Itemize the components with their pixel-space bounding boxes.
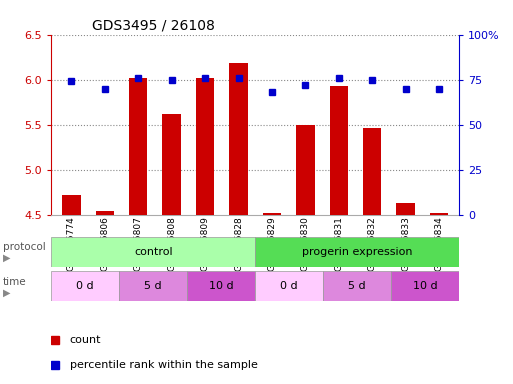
Text: 5 d: 5 d <box>348 281 366 291</box>
Text: control: control <box>134 247 172 257</box>
Text: 10 d: 10 d <box>413 281 438 291</box>
Text: time: time <box>3 277 26 287</box>
Bar <box>430 213 448 215</box>
Bar <box>51 271 119 301</box>
Text: 5 d: 5 d <box>145 281 162 291</box>
Bar <box>263 213 281 215</box>
Text: ▶: ▶ <box>3 253 10 263</box>
Text: GDS3495 / 26108: GDS3495 / 26108 <box>92 18 215 32</box>
Bar <box>397 203 415 215</box>
Text: count: count <box>70 335 101 345</box>
Bar <box>391 271 459 301</box>
Text: percentile rank within the sample: percentile rank within the sample <box>70 360 258 370</box>
Text: ▶: ▶ <box>3 288 10 298</box>
Bar <box>163 114 181 215</box>
Text: 10 d: 10 d <box>209 281 233 291</box>
Bar <box>187 271 255 301</box>
Bar <box>95 210 114 215</box>
Text: progerin expression: progerin expression <box>302 247 412 257</box>
Bar <box>363 127 381 215</box>
Bar <box>51 237 255 267</box>
Bar <box>296 125 314 215</box>
Bar <box>329 86 348 215</box>
Bar <box>62 195 81 215</box>
Bar <box>129 78 147 215</box>
Bar <box>119 271 187 301</box>
Bar <box>323 271 391 301</box>
Text: 0 d: 0 d <box>281 281 298 291</box>
Text: protocol: protocol <box>3 242 45 252</box>
Bar <box>229 63 248 215</box>
Text: 0 d: 0 d <box>76 281 94 291</box>
Bar <box>255 237 459 267</box>
Bar <box>196 78 214 215</box>
Bar <box>255 271 323 301</box>
